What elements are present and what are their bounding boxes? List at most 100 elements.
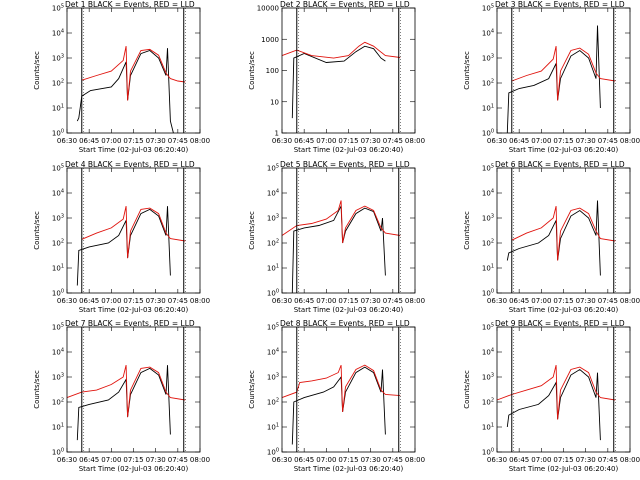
- x-axis-label: Start Time (02-Jul-03 06:20:40): [294, 306, 404, 314]
- y-tick-label: 101: [52, 104, 64, 113]
- x-tick-label: 06:45: [79, 137, 99, 145]
- x-tick-label: 07:45: [383, 456, 403, 464]
- y-tick-label: 100: [52, 129, 64, 138]
- y-tick-label: 103: [267, 373, 279, 382]
- plot-frame: [66, 167, 201, 294]
- y-tick-label: 105: [267, 323, 279, 332]
- y-tick-label: 104: [52, 29, 64, 38]
- panel-title: Det 9 BLACK = Events, RED = LLD: [495, 319, 625, 328]
- y-tick-label: 101: [52, 264, 64, 273]
- y-tick-label: 104: [267, 189, 279, 198]
- y-tick-label: 100: [482, 448, 494, 457]
- y-tick-label: 1: [275, 130, 279, 138]
- y-tick-label: 105: [482, 4, 494, 13]
- y-tick-label: 102: [267, 239, 279, 248]
- y-axis-label: Counts/sec: [33, 51, 41, 90]
- chart-panel-det-4: Det 4 BLACK = Events, RED = LLD 06:30 06:4…: [33, 160, 210, 314]
- y-axis-label: Counts/sec: [248, 370, 256, 409]
- x-tick-label: 07:45: [598, 137, 618, 145]
- y-tick-label: 103: [52, 214, 64, 223]
- x-tick-label: 06:45: [509, 456, 529, 464]
- x-tick-label: 06:30: [57, 137, 77, 145]
- x-tick-label: 06:45: [294, 297, 314, 305]
- x-tick-label: 06:30: [272, 137, 292, 145]
- x-tick-label: 06:30: [487, 137, 507, 145]
- panel-title: Det 1 BLACK = Events, RED = LLD: [65, 0, 195, 9]
- series-line-lld: [511, 46, 616, 101]
- plot-frame: [66, 326, 201, 453]
- chart-panel-det-9: Det 9 BLACK = Events, RED = LLD 06:30 06:4…: [463, 319, 640, 473]
- x-tick-label: 07:45: [598, 456, 618, 464]
- chart-panel-det-7: Det 7 BLACK = Events, RED = LLD 06:30 06:4…: [33, 319, 210, 473]
- y-tick-label: 104: [52, 348, 64, 357]
- x-axis-label: Start Time (02-Jul-03 06:20:40): [294, 465, 404, 473]
- y-tick-label: 105: [482, 323, 494, 332]
- y-tick-label: 100: [266, 67, 279, 75]
- y-tick-label: 104: [482, 29, 494, 38]
- y-tick-label: 104: [52, 189, 64, 198]
- plot-frame: [281, 7, 416, 134]
- x-tick-label: 07:00: [316, 297, 336, 305]
- panel-title: Det 5 BLACK = Events, RED = LLD: [280, 160, 410, 169]
- y-tick-label: 101: [482, 104, 494, 113]
- plot-frame: [496, 326, 631, 453]
- y-tick-label: 104: [267, 348, 279, 357]
- series-line-lld: [66, 364, 186, 418]
- chart-panel-det-3: Det 3 BLACK = Events, RED = LLD 06:30 06:4…: [463, 0, 640, 154]
- x-tick-label: 08:00: [620, 297, 640, 305]
- y-axis-label: Counts/sec: [463, 370, 471, 409]
- x-tick-label: 07:00: [316, 456, 336, 464]
- plot-frame: [496, 7, 631, 134]
- x-tick-label: 07:45: [383, 137, 403, 145]
- series-line-lld: [496, 364, 616, 420]
- x-tick-label: 06:45: [509, 137, 529, 145]
- x-tick-label: 07:45: [168, 456, 188, 464]
- x-tick-label: 07:45: [598, 297, 618, 305]
- x-tick-label: 08:00: [190, 297, 210, 305]
- panel-title: Det 8 BLACK = Events, RED = LLD: [280, 319, 410, 328]
- y-tick-label: 100: [482, 289, 494, 298]
- x-tick-label: 07:00: [531, 456, 551, 464]
- x-tick-label: 07:00: [101, 297, 121, 305]
- panel-title: Det 7 BLACK = Events, RED = LLD: [65, 319, 195, 328]
- series-line-lld: [511, 205, 616, 261]
- plot-frame: [496, 167, 631, 294]
- y-tick-label: 103: [52, 54, 64, 63]
- y-tick-label: 102: [52, 79, 64, 88]
- x-tick-label: 07:15: [553, 137, 573, 145]
- x-tick-label: 07:30: [146, 137, 166, 145]
- x-tick-label: 07:30: [361, 297, 381, 305]
- x-tick-label: 07:45: [168, 137, 188, 145]
- series-line-events: [506, 25, 601, 134]
- chart-panel-det-2: Det 2 BLACK = Events, RED = LLD 06:30 06:4…: [248, 0, 425, 154]
- x-tick-label: 07:45: [168, 297, 188, 305]
- y-tick-label: 10: [270, 98, 279, 106]
- y-tick-label: 101: [267, 423, 279, 432]
- x-axis-label: Start Time (02-Jul-03 06:20:40): [509, 146, 619, 154]
- series-line-events: [76, 48, 174, 134]
- x-axis-label: Start Time (02-Jul-03 06:20:40): [79, 146, 189, 154]
- x-tick-label: 07:15: [338, 137, 358, 145]
- x-tick-label: 08:00: [190, 456, 210, 464]
- y-tick-label: 103: [482, 373, 494, 382]
- x-tick-label: 07:00: [316, 137, 336, 145]
- x-tick-label: 07:00: [531, 137, 551, 145]
- x-tick-label: 06:30: [57, 456, 77, 464]
- y-axis-label: Counts/sec: [248, 51, 256, 90]
- x-tick-label: 07:00: [101, 137, 121, 145]
- plot-frame: [281, 326, 416, 453]
- y-tick-label: 102: [267, 398, 279, 407]
- y-tick-label: 103: [482, 54, 494, 63]
- x-axis-label: Start Time (02-Jul-03 06:20:40): [509, 465, 619, 473]
- y-tick-label: 100: [482, 129, 494, 138]
- x-tick-label: 07:15: [123, 137, 143, 145]
- y-tick-label: 103: [482, 214, 494, 223]
- y-axis-label: Counts/sec: [463, 211, 471, 250]
- y-tick-label: 104: [482, 348, 494, 357]
- x-tick-label: 07:30: [146, 456, 166, 464]
- series-line-events: [76, 365, 171, 441]
- y-axis-label: Counts/sec: [463, 51, 471, 90]
- x-tick-label: 07:30: [361, 456, 381, 464]
- x-tick-label: 06:30: [57, 297, 77, 305]
